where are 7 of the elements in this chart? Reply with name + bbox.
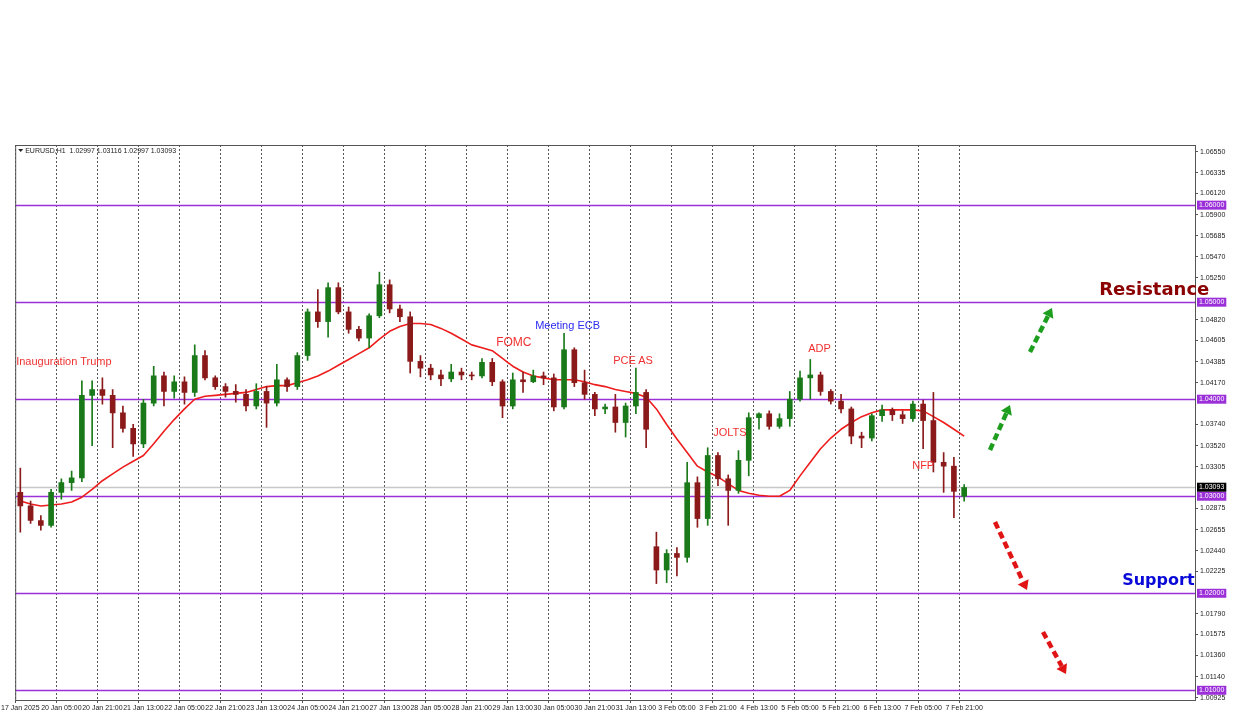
annotation: JOLTS <box>713 426 747 439</box>
annotation: PCE AS <box>613 354 653 367</box>
annotation: Inauguration Trump <box>16 355 112 368</box>
annotation: ADP <box>808 342 831 355</box>
annotation: Support <box>1122 570 1195 590</box>
annotation: FOMC <box>496 335 532 350</box>
annotation: Meeting ECB <box>535 319 601 332</box>
